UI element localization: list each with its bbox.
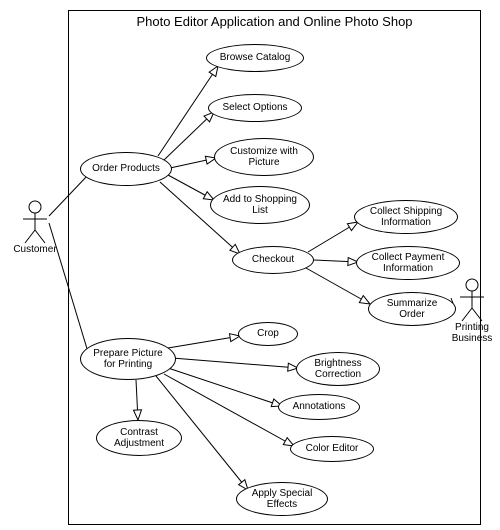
usecase-browse: Browse Catalog — [206, 44, 304, 72]
stick-figure-icon — [20, 200, 50, 244]
usecase-coloredit: Color Editor — [290, 436, 374, 462]
actor-customer-label: Customer — [10, 244, 60, 255]
usecase-annot: Annotations — [278, 394, 360, 420]
usecase-payinfo: Collect Payment Information — [356, 246, 460, 280]
usecase-order: Order Products — [80, 152, 172, 186]
usecase-checkout: Checkout — [232, 246, 314, 274]
usecase-contrast: Contrast Adjustment — [96, 420, 182, 456]
actor-customer: Customer — [10, 200, 60, 255]
usecase-special: Apply Special Effects — [236, 482, 328, 516]
stick-figure-icon — [457, 278, 487, 322]
usecase-customize: Customize with Picture — [214, 138, 314, 176]
usecase-crop: Crop — [238, 322, 298, 346]
usecase-bright: Brightness Correction — [296, 352, 380, 386]
usecase-prepare: Prepare Picture for Printing — [80, 338, 176, 380]
usecase-shipinfo: Collect Shipping Information — [354, 200, 458, 234]
usecase-summarize: Summarize Order — [368, 292, 456, 326]
diagram-canvas: Photo Editor Application and Online Phot… — [0, 0, 500, 530]
usecase-addlist: Add to Shopping List — [210, 186, 310, 224]
actor-printing-label: Printing Business — [445, 322, 499, 344]
diagram-title: Photo Editor Application and Online Phot… — [68, 14, 481, 29]
usecase-selectopt: Select Options — [208, 94, 302, 122]
